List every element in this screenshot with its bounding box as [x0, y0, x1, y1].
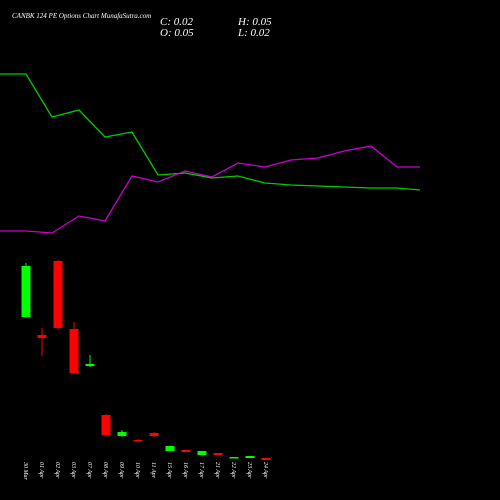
candle-body: [245, 456, 255, 458]
candle-body: [261, 458, 271, 460]
line-series: [0, 145, 420, 234]
x-tick-label: 17 Apr: [198, 462, 204, 479]
candle-body: [69, 329, 79, 373]
x-tick-label: 23 Apr: [246, 462, 252, 479]
candle-body: [165, 446, 175, 451]
ohlc-label: H: 0.05: [237, 16, 272, 28]
x-tick-label: 01 Apr: [38, 462, 44, 479]
line-series: [0, 73, 421, 191]
x-tick-label: 03 Apr: [70, 462, 76, 479]
candle-body: [53, 261, 63, 328]
candle-body: [133, 440, 143, 442]
candle-body: [149, 433, 159, 436]
x-tick-label: 24 Apr: [262, 462, 269, 479]
ohlc-label: L: 0.02: [237, 27, 270, 39]
x-tick-label: 22 Apr: [230, 462, 236, 479]
candle-body: [197, 451, 207, 455]
candle-body: [229, 457, 239, 459]
x-tick-label: 21 Apr: [214, 462, 220, 479]
candle-body: [85, 364, 95, 366]
x-tick-label: 10 Apr: [134, 462, 140, 479]
x-tick-label: 30 Mar: [22, 461, 28, 480]
candle-body: [181, 450, 191, 452]
ohlc-label: C: 0.02: [160, 16, 194, 28]
candle-body: [213, 453, 223, 455]
candle-body: [21, 266, 31, 317]
x-tick-label: 16 Apr: [182, 462, 188, 479]
ohlc-label: O: 0.05: [160, 27, 194, 39]
x-tick-label: 11 Apr: [150, 462, 156, 479]
candle-body: [101, 415, 111, 435]
candle-body: [117, 432, 127, 436]
x-tick-label: 07 Apr: [86, 462, 92, 479]
x-tick-label: 02 Apr: [54, 462, 60, 479]
x-tick-label: 09 Apr: [118, 462, 124, 479]
x-tick-label: 15 Apr: [166, 462, 172, 479]
candle-body: [37, 335, 47, 338]
chart-title: CANBK 124 PE Options Chart MunafaSutra.c…: [12, 12, 151, 20]
x-tick-label: 08 Apr: [102, 462, 108, 479]
